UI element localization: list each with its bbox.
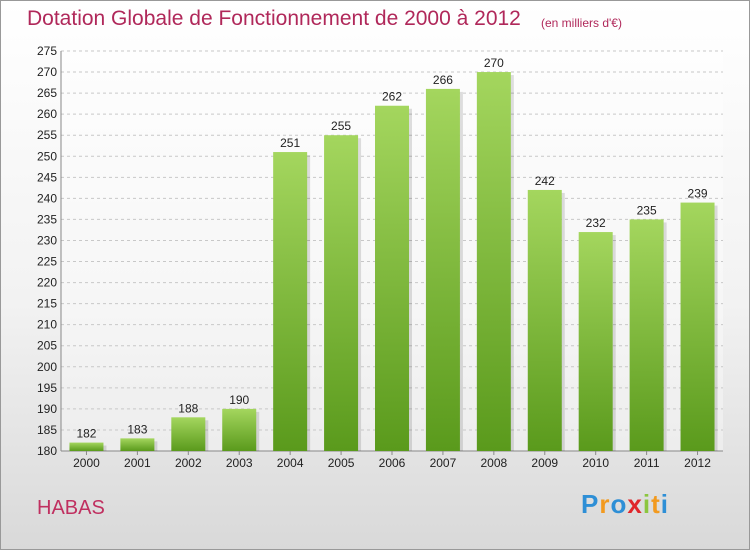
- logo-letter: r: [599, 489, 611, 519]
- x-tick-label: 2007: [430, 456, 457, 470]
- x-tick-label: 2009: [531, 456, 558, 470]
- logo-letter: i: [660, 489, 669, 519]
- bar-value-label: 183: [127, 422, 147, 436]
- bar-2001: [120, 438, 155, 451]
- proxiti-logo: Proxiti: [581, 489, 669, 520]
- x-tick-label: 2002: [175, 456, 202, 470]
- y-tick-label: 215: [37, 297, 57, 311]
- bar-2007: [425, 88, 460, 451]
- bar-value-label: 251: [280, 136, 300, 150]
- bar-value-label: 235: [637, 203, 657, 217]
- y-tick-label: 245: [37, 170, 57, 184]
- x-tick-label: 2005: [328, 456, 355, 470]
- bar-value-label: 266: [433, 73, 453, 87]
- bar-2010: [578, 232, 613, 451]
- y-tick-label: 240: [37, 191, 57, 205]
- y-tick-label: 180: [37, 444, 57, 458]
- logo-letter: t: [651, 489, 661, 519]
- logo-letter: x: [627, 489, 643, 519]
- x-tick-label: 2011: [634, 456, 660, 470]
- bar-value-label: 242: [535, 174, 555, 188]
- x-tick-label: 2000: [73, 456, 100, 470]
- y-tick-label: 250: [37, 149, 57, 163]
- y-tick-label: 205: [37, 339, 57, 353]
- bar-value-label: 270: [484, 56, 504, 70]
- commune-name: HABAS: [37, 497, 105, 519]
- y-tick-label: 210: [37, 318, 57, 332]
- y-tick-label: 195: [37, 381, 57, 395]
- bar-2000: [69, 442, 104, 451]
- bar-2003: [222, 408, 257, 451]
- bar-2006: [375, 105, 409, 451]
- logo-letter: o: [610, 489, 628, 519]
- bar-value-label: 182: [76, 427, 96, 441]
- bar-value-label: 262: [382, 90, 402, 104]
- logo-letter: P: [581, 489, 600, 519]
- chart-subtitle: (en milliers d'€): [541, 16, 622, 30]
- y-tick-label: 230: [37, 233, 57, 247]
- chart-title: Dotation Globale de Fonctionnement de 20…: [27, 7, 521, 30]
- bar-value-label: 255: [331, 119, 351, 133]
- x-tick-label: 2008: [480, 456, 507, 470]
- x-tick-label: 2006: [379, 456, 406, 470]
- y-tick-label: 235: [37, 212, 57, 226]
- x-tick-label: 2004: [277, 456, 304, 470]
- x-tick-label: 2001: [124, 456, 151, 470]
- y-tick-label: 275: [37, 44, 57, 58]
- y-tick-label: 255: [37, 128, 57, 142]
- x-tick-label: 2012: [684, 456, 711, 470]
- y-tick-label: 270: [37, 65, 57, 79]
- bar-2004: [273, 152, 308, 452]
- y-tick-label: 185: [37, 423, 57, 437]
- y-tick-label: 220: [37, 276, 57, 290]
- y-tick-label: 225: [37, 255, 57, 269]
- bar-2005: [324, 135, 359, 452]
- y-tick-label: 265: [37, 86, 57, 100]
- bar-2012: [680, 202, 715, 451]
- bar-2009: [527, 189, 562, 451]
- logo-letter: i: [642, 489, 652, 519]
- bar-value-label: 232: [586, 216, 606, 230]
- y-tick-label: 200: [37, 360, 57, 374]
- x-tick-label: 2003: [226, 456, 253, 470]
- bar-value-label: 190: [229, 393, 249, 407]
- bar-value-label: 239: [688, 187, 708, 201]
- y-tick-label: 190: [37, 402, 57, 416]
- y-tick-label: 260: [37, 107, 57, 121]
- bar-2008: [476, 72, 511, 451]
- bar-2011: [629, 219, 664, 451]
- bar-2002: [171, 417, 206, 451]
- bar-value-label: 188: [178, 401, 198, 415]
- x-tick-label: 2010: [582, 456, 609, 470]
